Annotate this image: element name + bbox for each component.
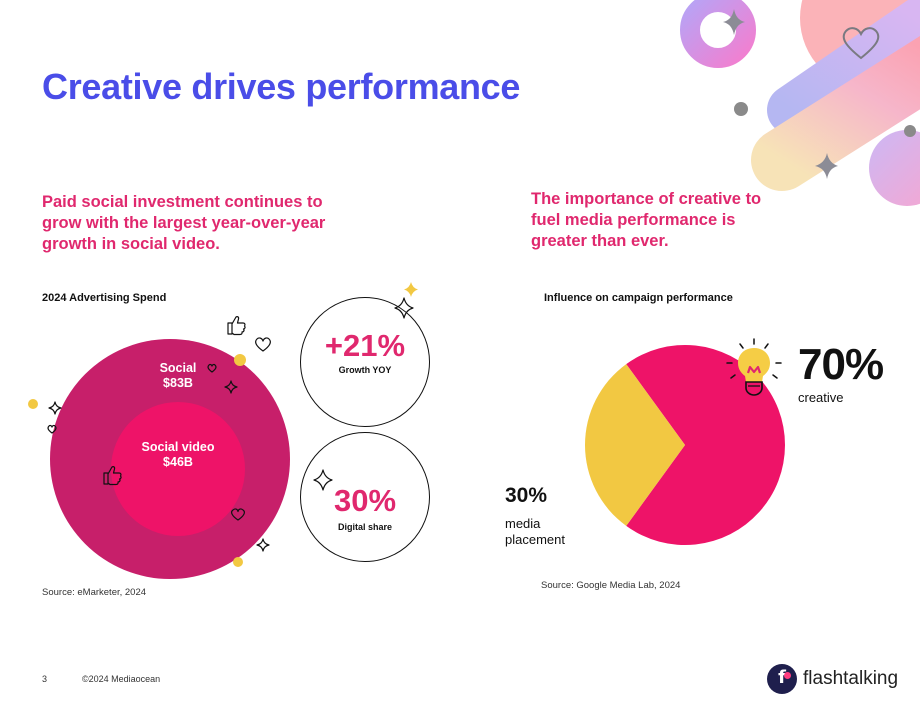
brand-logo: f (767, 664, 797, 694)
brand-logo-letter: f (778, 667, 786, 688)
social-label: Social (159, 361, 197, 375)
heart-icon (255, 337, 271, 352)
right-chart-title: Influence on campaign performance (544, 292, 733, 304)
media-label-line1: media (505, 516, 541, 531)
social-label-group: Social $83B (148, 361, 208, 391)
growth-ring: +21% Growth YOY (300, 297, 430, 427)
pie-chart (585, 345, 785, 545)
sparkle-icon (256, 538, 270, 552)
deco-dot (904, 125, 916, 137)
share-caption: Digital share (337, 522, 393, 532)
social-value: $83B (163, 376, 193, 390)
social-video-label: Social video (141, 440, 215, 454)
deco-dot (233, 557, 243, 567)
digital-share-ring: 30% Digital share (300, 432, 430, 562)
sparkle-icon (313, 469, 333, 491)
social-video-value: $46B (163, 455, 193, 469)
sparkle-icon (404, 282, 418, 297)
thumbs-up-icon (227, 316, 246, 336)
left-source: Source: eMarketer, 2024 (42, 587, 147, 598)
media-label-line2: placement (505, 532, 565, 547)
page-title: Creative drives performance (42, 66, 521, 107)
heart-icon (47, 424, 57, 434)
sparkle-icon (394, 297, 414, 319)
creative-label: creative (798, 390, 844, 405)
sparkle-icon (723, 9, 745, 35)
social-video-circle (111, 402, 245, 536)
left-chart-title: 2024 Advertising Spend (42, 292, 167, 304)
deco-ball (869, 130, 920, 206)
deco-dot (28, 399, 38, 409)
deco-pill-peach (751, 35, 920, 191)
sparkle-icon (224, 380, 238, 394)
brand-name: flashtalking (803, 668, 899, 689)
deco-ring (680, 0, 756, 68)
growth-value: +21% (324, 328, 406, 363)
media-value: 30% (505, 484, 548, 507)
thumbs-up-icon (103, 466, 122, 486)
social-video-label-group: Social video $46B (128, 440, 228, 470)
right-subtitle: The importance of creative to fuel media… (531, 190, 762, 250)
creative-value: 70% (798, 340, 884, 389)
heart-icon (842, 27, 880, 60)
pie-slice-media-placement (585, 364, 685, 526)
sparkle-icon (815, 153, 838, 179)
media-label: media placement (505, 516, 565, 548)
right-source: Source: Google Media Lab, 2024 (541, 580, 681, 591)
copyright: ©2024 Mediaocean (82, 674, 161, 684)
sparkle-icon (48, 401, 62, 415)
heart-icon (207, 363, 217, 373)
left-subtitle: Paid social investment continues to grow… (42, 193, 326, 253)
brand-logo-dot (784, 672, 791, 679)
growth-caption: Growth YOY (338, 365, 392, 375)
lightbulb-icon (726, 338, 782, 396)
deco-pill-lavender (767, 0, 920, 135)
heart-icon (231, 508, 245, 521)
pie-slice-creative (626, 345, 785, 545)
page-number: 3 (42, 674, 48, 684)
deco-dot (234, 354, 246, 366)
deco-dot (734, 102, 748, 116)
share-value: 30% (333, 483, 397, 518)
